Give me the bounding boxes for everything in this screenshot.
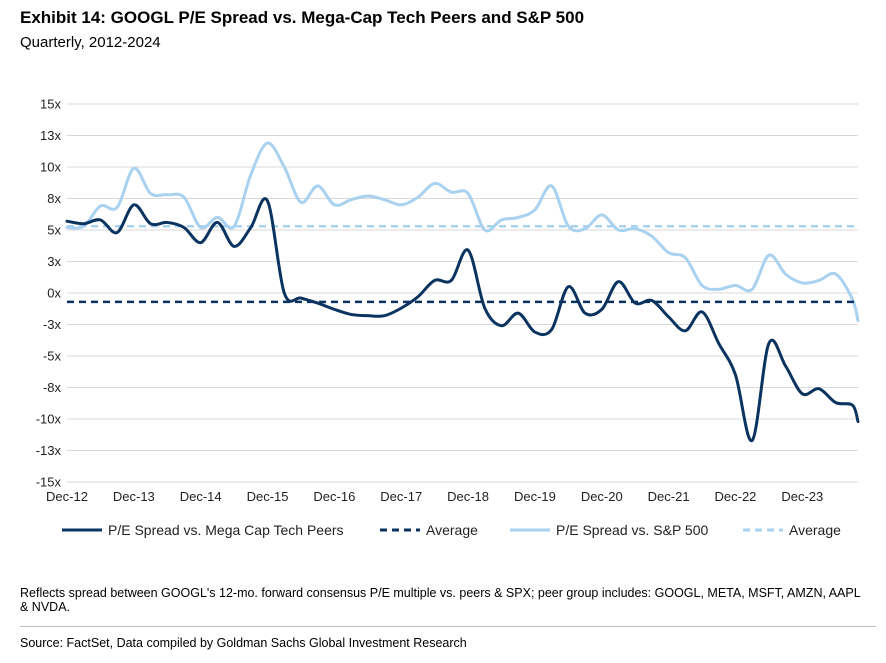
x-tick-label: Dec-22 <box>715 489 757 504</box>
peers-series-line <box>65 197 860 442</box>
x-tick-label: Dec-21 <box>648 489 690 504</box>
y-tick-label: 5x <box>47 223 61 238</box>
y-axis-ticks: 15x 13x 10x 8x 5x 3x 0x -3x -5x -8x -10x -13x -15x <box>36 97 62 490</box>
divider <box>20 626 876 627</box>
y-tick-label: -15x <box>36 475 62 490</box>
y-tick-label: 13x <box>40 128 61 143</box>
source-note: Source: FactSet, Data compiled by Goldma… <box>20 636 467 650</box>
line-chart: 15x 13x 10x 8x 5x 3x 0x -3x -5x -8x -10x -13x -15x D… <box>36 97 860 538</box>
x-tick-label: Dec-12 <box>46 489 88 504</box>
legend-peers: P/E Spread vs. Mega Cap Tech Peers <box>62 522 344 538</box>
x-tick-label: Dec-19 <box>514 489 556 504</box>
legend-label: P/E Spread vs. Mega Cap Tech Peers <box>108 522 344 538</box>
legend: P/E Spread vs. Mega Cap Tech Peers Averag… <box>62 522 841 538</box>
y-tick-label: 8x <box>47 191 61 206</box>
x-tick-label: Dec-14 <box>180 489 222 504</box>
footnote: Reflects spread between GOOGL's 12-mo. f… <box>20 586 861 614</box>
chart-subtitle: Quarterly, 2012-2024 <box>20 34 161 51</box>
sp500-series-line <box>65 141 860 323</box>
y-tick-label: -5x <box>43 349 62 364</box>
gridlines <box>67 103 858 483</box>
y-tick-label: -3x <box>43 317 62 332</box>
y-tick-label: -13x <box>36 443 62 458</box>
legend-label: P/E Spread vs. S&P 500 <box>556 522 708 538</box>
x-tick-label: Dec-16 <box>313 489 355 504</box>
y-tick-label: -8x <box>43 380 62 395</box>
y-tick-label: 3x <box>47 254 61 269</box>
x-tick-label: Dec-23 <box>781 489 823 504</box>
y-tick-label: 0x <box>47 286 61 301</box>
x-tick-label: Dec-17 <box>380 489 422 504</box>
y-tick-label: 15x <box>40 97 61 112</box>
x-tick-label: Dec-18 <box>447 489 489 504</box>
legend-sp500: P/E Spread vs. S&P 500 <box>510 522 708 538</box>
y-tick-label: 10x <box>40 160 61 175</box>
legend-peers-average: Average <box>380 522 478 538</box>
x-tick-label: Dec-15 <box>247 489 289 504</box>
x-tick-label: Dec-20 <box>581 489 623 504</box>
x-tick-label: Dec-13 <box>113 489 155 504</box>
x-axis-ticks: Dec-12 Dec-13 Dec-14 Dec-15 Dec-16 Dec-17 Dec-… <box>46 489 823 504</box>
chart-title: Exhibit 14: GOOGL P/E Spread vs. Mega-Ca… <box>20 8 585 27</box>
legend-sp500-average: Average <box>743 522 841 538</box>
legend-label: Average <box>426 522 478 538</box>
legend-label: Average <box>789 522 841 538</box>
series-lines <box>65 141 860 442</box>
y-tick-label: -10x <box>36 412 62 427</box>
